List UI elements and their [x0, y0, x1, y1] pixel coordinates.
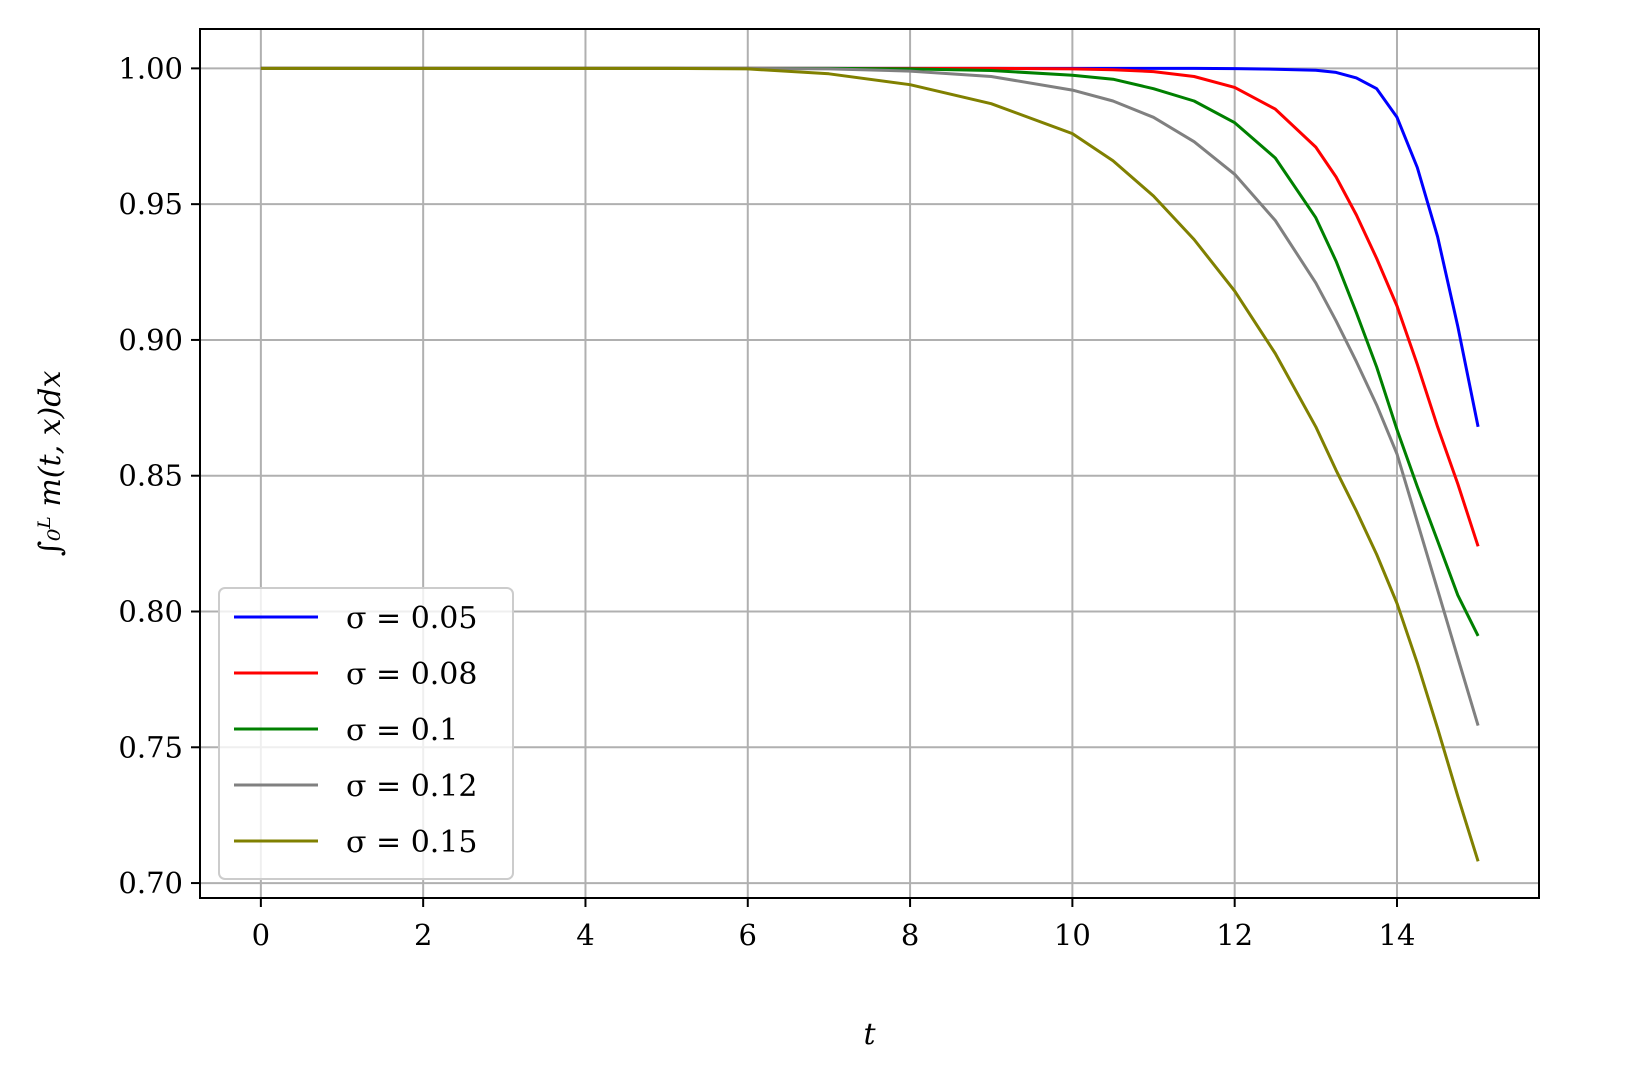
x-tick-label: 8 [901, 918, 919, 952]
plot-frame [199, 28, 1540, 899]
y-tick-label: 1.00 [118, 51, 183, 85]
x-tick-label: 12 [1216, 918, 1253, 952]
y-tick-label: 0.75 [118, 730, 183, 764]
legend-label: σ = 0.1 [346, 713, 458, 748]
legend-label: σ = 0.15 [346, 825, 477, 860]
legend-label: σ = 0.12 [346, 769, 477, 804]
y-tick-label: 0.70 [118, 866, 183, 900]
y-axis-label: ∫₀ᴸ m(t, x)dx [33, 371, 68, 557]
x-tick-label: 10 [1054, 918, 1091, 952]
x-tick-label: 6 [739, 918, 757, 952]
x-tick-label: 2 [414, 918, 432, 952]
y-tick-label: 0.85 [118, 459, 183, 493]
y-tick-label: 0.80 [118, 595, 183, 629]
series-lines [260, 66, 1480, 862]
legend-box [218, 587, 514, 880]
x-tick-label: 14 [1379, 918, 1416, 952]
axis-ticks: 0 2 4 6 8 10 12 14 0.70 0.75 0.80 0.85 0.90 0.95 1.00 [118, 51, 1415, 952]
legend: σ = 0.05 σ = 0.08 σ = 0.1 σ = 0.12 σ = 0.15 [218, 587, 514, 880]
x-tick-label: 0 [252, 918, 270, 952]
y-tick-label: 0.95 [118, 187, 183, 221]
x-axis-label: t [863, 1017, 876, 1052]
legend-label: σ = 0.05 [346, 601, 477, 636]
y-tick-label: 0.90 [118, 323, 183, 357]
x-tick-label: 4 [576, 918, 594, 952]
legend-label: σ = 0.08 [346, 657, 477, 692]
legend-items: σ = 0.05 σ = 0.08 σ = 0.1 σ = 0.12 σ = 0.15 [234, 601, 477, 860]
series-line [260, 66, 1480, 862]
